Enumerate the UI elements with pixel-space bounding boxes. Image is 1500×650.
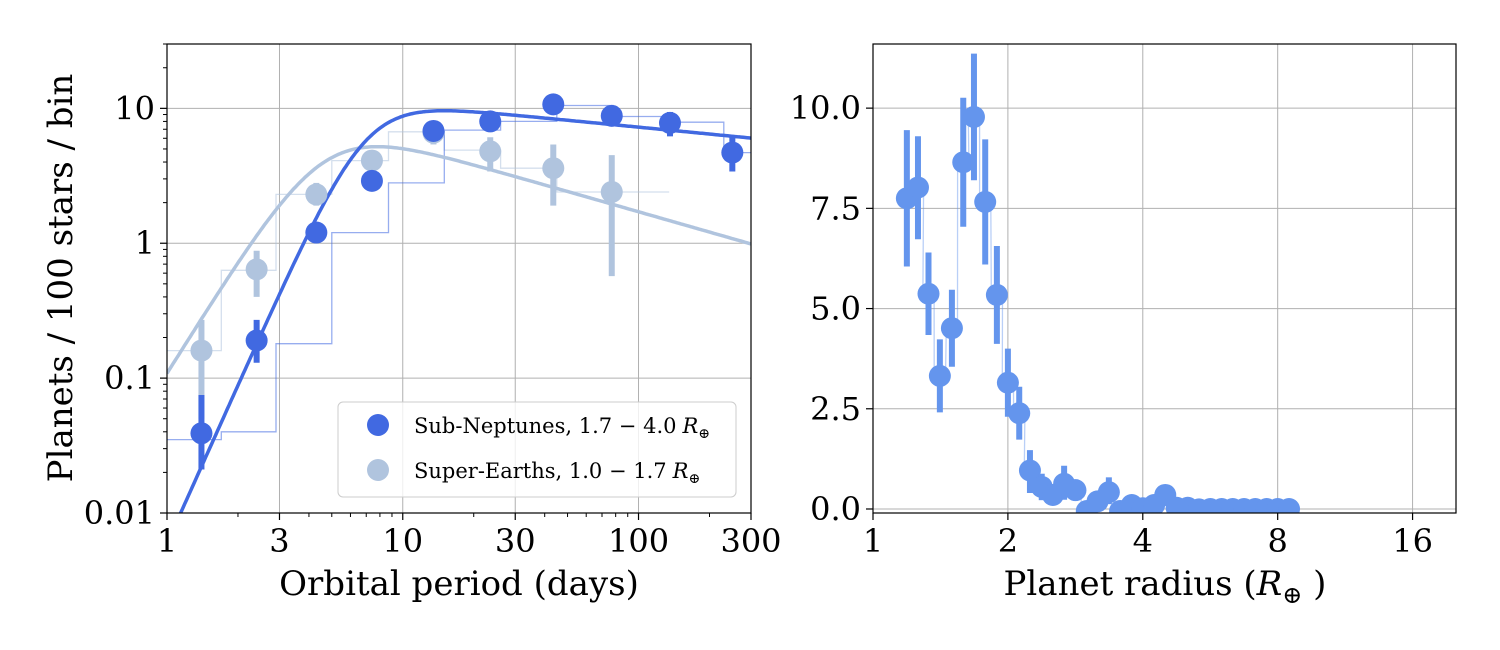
radius-point — [940, 317, 963, 340]
radius-y-tick-label: 7.5 — [810, 189, 861, 227]
radius-point — [974, 190, 997, 213]
period-y-tick-label: 0.1 — [104, 359, 155, 397]
point-sub-neptunes — [600, 104, 623, 127]
period-y-label: Planets / 100 stars / bin — [41, 74, 81, 483]
radius-x-tick-label: 4 — [1133, 522, 1153, 560]
point-super-earths — [542, 157, 565, 180]
radius-point — [906, 176, 929, 199]
period-x-tick-label: 100 — [608, 522, 669, 560]
point-sub-neptunes — [190, 422, 213, 445]
period-x-tick-label: 10 — [382, 522, 423, 560]
period-y-tick-label: 10 — [114, 89, 155, 127]
radius-point — [1278, 497, 1301, 513]
radius-x-tick-label: 16 — [1392, 522, 1433, 560]
period-y-tick-label: 0.01 — [84, 494, 155, 532]
radius-y-tick-label: 2.5 — [810, 390, 861, 428]
radius-point — [928, 364, 951, 387]
point-sub-neptunes — [658, 111, 681, 134]
radius-x-tick-label: 1 — [863, 522, 883, 560]
point-sub-neptunes — [479, 110, 502, 133]
fit-curve-super-earths — [167, 144, 751, 375]
point-super-earths — [360, 149, 383, 172]
legend-box — [337, 401, 737, 498]
radius-axes-frame — [872, 43, 1457, 514]
point-sub-neptunes — [422, 119, 445, 142]
radius-point — [1018, 459, 1041, 482]
radius-point — [1008, 402, 1031, 425]
period-plot-area — [167, 93, 751, 513]
radius-point — [996, 371, 1019, 394]
radius-x-tick-label: 2 — [998, 522, 1018, 560]
radius-point — [1064, 479, 1087, 502]
radius-x-label: Planet radius (R⊕ ) — [1004, 564, 1327, 609]
radius-point — [1097, 481, 1120, 504]
period-y-tick-label: 1 — [135, 224, 155, 262]
fit-curve-sub-neptunes — [178, 108, 751, 513]
hist-steps-super-earths — [167, 131, 670, 352]
point-sub-neptunes — [360, 169, 383, 192]
radius-hist-steps — [901, 116, 1295, 512]
radius-point — [952, 151, 975, 174]
radius-ticks: 1 2 4 8 16 0.0 2.5 5.0 7.5 10.0 — [790, 89, 1433, 560]
radius-point — [917, 282, 940, 305]
period-x-tick-label: 300 — [720, 522, 781, 560]
point-super-earths — [600, 180, 623, 203]
point-sub-neptunes — [245, 329, 268, 352]
point-super-earths — [305, 183, 328, 206]
legend-marker-sub-neptunes — [367, 414, 389, 436]
period-panel: 1 3 10 30 100 300 0.01 0.1 1 10 Orbital period (d… — [41, 43, 782, 604]
period-x-tick-label: 3 — [269, 522, 289, 560]
point-sub-neptunes — [542, 93, 565, 116]
legend-label-super-earths: Super-Earths, 1.0 − 1.7 R⊕ — [414, 459, 700, 487]
legend: Sub-Neptunes, 1.7 − 4.0 R⊕ Super-Earths, … — [337, 401, 737, 498]
point-super-earths — [479, 140, 502, 163]
radius-point — [962, 105, 985, 128]
period-axes-frame — [166, 43, 752, 514]
radius-y-tick-label: 5.0 — [810, 290, 861, 328]
point-super-earths — [190, 339, 213, 362]
radius-y-tick-label: 10.0 — [790, 89, 861, 127]
legend-label-sub-neptunes: Sub-Neptunes, 1.7 − 4.0 R⊕ — [414, 414, 710, 442]
radius-point — [985, 283, 1008, 306]
point-sub-neptunes — [721, 141, 744, 164]
radius-x-tick-label: 8 — [1268, 522, 1288, 560]
period-ticks: 1 3 10 30 100 300 0.01 0.1 1 10 — [84, 43, 782, 560]
radius-panel: 1 2 4 8 16 0.0 2.5 5.0 7.5 10.0 Planet radius (R⊕… — [790, 43, 1457, 609]
point-super-earths — [245, 258, 268, 281]
radius-y-tick-label: 0.0 — [810, 490, 861, 528]
period-x-label: Orbital period (days) — [279, 564, 639, 604]
legend-marker-super-earths — [367, 459, 389, 481]
point-sub-neptunes — [305, 221, 328, 244]
period-x-tick-label: 30 — [495, 522, 536, 560]
period-x-tick-label: 1 — [157, 522, 177, 560]
radius-plot-area — [895, 53, 1301, 513]
